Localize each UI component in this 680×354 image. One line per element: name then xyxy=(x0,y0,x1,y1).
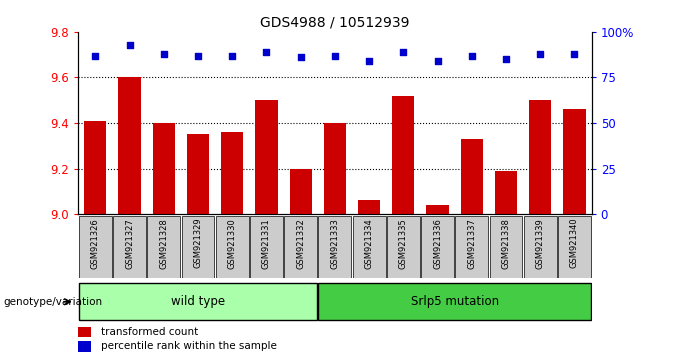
Point xyxy=(569,51,580,57)
Bar xyxy=(152,123,175,214)
Bar xyxy=(221,132,243,214)
Point xyxy=(295,55,306,60)
Bar xyxy=(558,216,591,278)
Bar xyxy=(353,216,386,278)
Bar xyxy=(148,216,180,278)
Point xyxy=(90,53,101,58)
Bar xyxy=(318,284,591,320)
Text: Srlp5 mutation: Srlp5 mutation xyxy=(411,295,498,308)
Bar xyxy=(460,139,483,214)
Text: GSM921331: GSM921331 xyxy=(262,218,271,269)
Text: GSM921339: GSM921339 xyxy=(536,218,545,269)
Text: GSM921326: GSM921326 xyxy=(91,218,100,269)
Title: GDS4988 / 10512939: GDS4988 / 10512939 xyxy=(260,15,409,29)
Point xyxy=(192,53,203,58)
Text: GSM921333: GSM921333 xyxy=(330,218,339,269)
Point xyxy=(364,58,375,64)
Point xyxy=(432,58,443,64)
Text: percentile rank within the sample: percentile rank within the sample xyxy=(101,342,277,352)
Bar xyxy=(250,216,283,278)
Bar xyxy=(456,216,488,278)
Text: GSM921337: GSM921337 xyxy=(467,218,476,269)
Bar xyxy=(426,205,449,214)
Text: GSM921332: GSM921332 xyxy=(296,218,305,269)
Text: wild type: wild type xyxy=(171,295,225,308)
Bar xyxy=(524,216,557,278)
Bar xyxy=(387,216,420,278)
Text: GSM921328: GSM921328 xyxy=(159,218,168,269)
Bar xyxy=(78,341,91,352)
Text: GSM921340: GSM921340 xyxy=(570,218,579,268)
Bar xyxy=(79,284,317,320)
Bar xyxy=(490,216,522,278)
Text: GSM921327: GSM921327 xyxy=(125,218,134,269)
Bar xyxy=(84,121,107,214)
Point xyxy=(158,51,169,57)
Text: GSM921329: GSM921329 xyxy=(194,218,203,268)
Bar xyxy=(79,216,112,278)
Bar xyxy=(392,96,415,214)
Point xyxy=(466,53,477,58)
Bar xyxy=(290,169,312,214)
Bar xyxy=(495,171,517,214)
Point xyxy=(226,53,238,58)
Bar xyxy=(358,200,380,214)
Text: GSM921330: GSM921330 xyxy=(228,218,237,269)
Text: GSM921335: GSM921335 xyxy=(399,218,408,269)
Text: genotype/variation: genotype/variation xyxy=(3,297,103,307)
Point xyxy=(500,56,511,62)
Point xyxy=(534,51,545,57)
Point xyxy=(329,53,340,58)
Bar xyxy=(187,135,209,214)
Bar xyxy=(78,327,91,337)
Bar xyxy=(324,123,346,214)
Point xyxy=(124,42,135,47)
Text: GSM921334: GSM921334 xyxy=(364,218,373,269)
Point xyxy=(398,49,409,55)
Bar xyxy=(255,100,277,214)
Bar xyxy=(563,109,585,214)
Bar xyxy=(284,216,317,278)
Text: transformed count: transformed count xyxy=(101,327,199,337)
Bar xyxy=(421,216,454,278)
Text: GSM921338: GSM921338 xyxy=(502,218,511,269)
Text: GSM921336: GSM921336 xyxy=(433,218,442,269)
Bar xyxy=(318,216,352,278)
Bar xyxy=(182,216,214,278)
Point xyxy=(261,49,272,55)
Bar xyxy=(113,216,146,278)
Bar xyxy=(216,216,249,278)
Bar xyxy=(529,100,551,214)
Bar xyxy=(118,78,141,214)
